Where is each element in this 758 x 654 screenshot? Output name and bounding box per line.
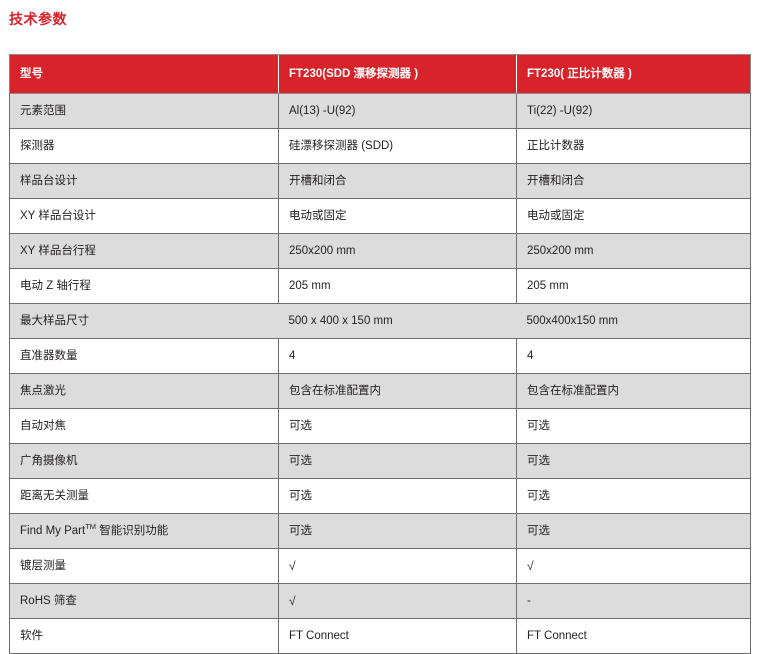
cell-ft230-sdd: 包含在标准配置内 xyxy=(278,373,517,409)
table-header-row: 型号 FT230(SDD 漂移探测器 ) FT230( 正比计数器 ) xyxy=(9,54,751,94)
cell-ft230-proportional-counter: 4 xyxy=(516,338,751,374)
column-header-model: 型号 xyxy=(9,54,279,94)
table-header: 型号 FT230(SDD 漂移探测器 ) FT230( 正比计数器 ) xyxy=(9,54,751,94)
cell-ft230-sdd: 可选 xyxy=(278,478,517,514)
cell-ft230-proportional-counter: 开槽和闭合 xyxy=(516,163,751,199)
row-label: 元素范围 xyxy=(9,93,279,129)
table-row: 直准器数量 4 4 xyxy=(9,338,751,374)
row-label: 镀层测量 xyxy=(9,548,279,584)
row-label: 距离无关测量 xyxy=(9,478,279,514)
table-row: Find My PartTM 智能识别功能 可选 可选 xyxy=(9,513,751,549)
cell-ft230-sdd: Al(13) -U(92) xyxy=(278,93,517,129)
row-label: 样品台设计 xyxy=(9,163,279,199)
cell-ft230-sdd: 硅漂移探测器 (SDD) xyxy=(278,128,517,164)
cell-ft230-sdd: 电动或固定 xyxy=(278,198,517,234)
cell-ft230-sdd: 250x200 mm xyxy=(278,233,517,269)
cell-ft230-proportional-counter: FT Connect xyxy=(516,618,751,654)
cell-ft230-sdd: 4 xyxy=(278,338,517,374)
page-title: 技术参数 xyxy=(9,11,67,27)
table-row: RoHS 筛查 √ - xyxy=(9,583,751,619)
cell-ft230-sdd: 可选 xyxy=(278,408,517,444)
cell-ft230-sdd: 500 x 400 x 150 mm xyxy=(278,303,517,339)
trademark-mark: TM xyxy=(85,522,97,532)
row-label: RoHS 筛查 xyxy=(9,583,279,619)
row-label: 软件 xyxy=(9,618,279,654)
row-label: 焦点激光 xyxy=(9,373,279,409)
cell-ft230-proportional-counter: 可选 xyxy=(516,408,751,444)
cell-ft230-proportional-counter: 正比计数器 xyxy=(516,128,751,164)
table-row: 软件 FT Connect FT Connect xyxy=(9,618,751,654)
cell-ft230-proportional-counter: 可选 xyxy=(516,443,751,479)
row-label: 探测器 xyxy=(9,128,279,164)
column-header-ft230-proportional-counter: FT230( 正比计数器 ) xyxy=(516,54,751,94)
cell-ft230-sdd: 205 mm xyxy=(278,268,517,304)
table-row: 电动 Z 轴行程 205 mm 205 mm xyxy=(9,268,751,304)
table-row: 元素范围 Al(13) -U(92) Ti(22) -U(92) xyxy=(9,93,751,129)
row-label: XY 样品台设计 xyxy=(9,198,279,234)
cell-ft230-proportional-counter: 250x200 mm xyxy=(516,233,751,269)
cell-ft230-proportional-counter: 电动或固定 xyxy=(516,198,751,234)
table-row: 焦点激光 包含在标准配置内 包含在标准配置内 xyxy=(9,373,751,409)
column-header-ft230-sdd: FT230(SDD 漂移探测器 ) xyxy=(278,54,517,94)
cell-ft230-sdd: FT Connect xyxy=(278,618,517,654)
cell-ft230-proportional-counter: 可选 xyxy=(516,478,751,514)
table-row: 距离无关测量 可选 可选 xyxy=(9,478,751,514)
table-row: 探测器 硅漂移探测器 (SDD) 正比计数器 xyxy=(9,128,751,164)
table-row: XY 样品台设计 电动或固定 电动或固定 xyxy=(9,198,751,234)
table-row: 广角摄像机 可选 可选 xyxy=(9,443,751,479)
row-label: Find My PartTM 智能识别功能 xyxy=(9,513,279,549)
cell-ft230-proportional-counter: √ xyxy=(516,548,751,584)
row-label-base: Find My Part xyxy=(20,525,86,537)
cell-ft230-proportional-counter: - xyxy=(516,583,751,619)
cell-ft230-sdd: 可选 xyxy=(278,513,517,549)
table-row: 自动对焦 可选 可选 xyxy=(9,408,751,444)
cell-ft230-sdd: 开槽和闭合 xyxy=(278,163,517,199)
technical-specifications-table: 型号 FT230(SDD 漂移探测器 ) FT230( 正比计数器 ) 元素范围… xyxy=(9,54,751,654)
row-label: 电动 Z 轴行程 xyxy=(9,268,279,304)
row-label: 自动对焦 xyxy=(9,408,279,444)
table-body: 元素范围 Al(13) -U(92) Ti(22) -U(92) 探测器 硅漂移探测器 … xyxy=(9,93,751,654)
cell-ft230-proportional-counter: 可选 xyxy=(516,513,751,549)
table-row: 样品台设计 开槽和闭合 开槽和闭合 xyxy=(9,163,751,199)
cell-ft230-proportional-counter: 包含在标准配置内 xyxy=(516,373,751,409)
row-label: 最大样品尺寸 xyxy=(9,303,279,339)
row-label-rest: 智能识别功能 xyxy=(96,525,169,537)
cell-ft230-sdd: 可选 xyxy=(278,443,517,479)
table-row: XY 样品台行程 250x200 mm 250x200 mm xyxy=(9,233,751,269)
spec-table-container: 型号 FT230(SDD 漂移探测器 ) FT230( 正比计数器 ) 元素范围… xyxy=(9,54,751,654)
cell-ft230-proportional-counter: 500x400x150 mm xyxy=(516,303,751,339)
row-label: XY 样品台行程 xyxy=(9,233,279,269)
table-row: 镀层测量 √ √ xyxy=(9,548,751,584)
cell-ft230-proportional-counter: Ti(22) -U(92) xyxy=(516,93,751,129)
cell-ft230-sdd: √ xyxy=(278,583,517,619)
table-row: 最大样品尺寸 500 x 400 x 150 mm 500x400x150 mm xyxy=(9,303,751,339)
row-label: 广角摄像机 xyxy=(9,443,279,479)
cell-ft230-sdd: √ xyxy=(278,548,517,584)
cell-ft230-proportional-counter: 205 mm xyxy=(516,268,751,304)
row-label: 直准器数量 xyxy=(9,338,279,374)
